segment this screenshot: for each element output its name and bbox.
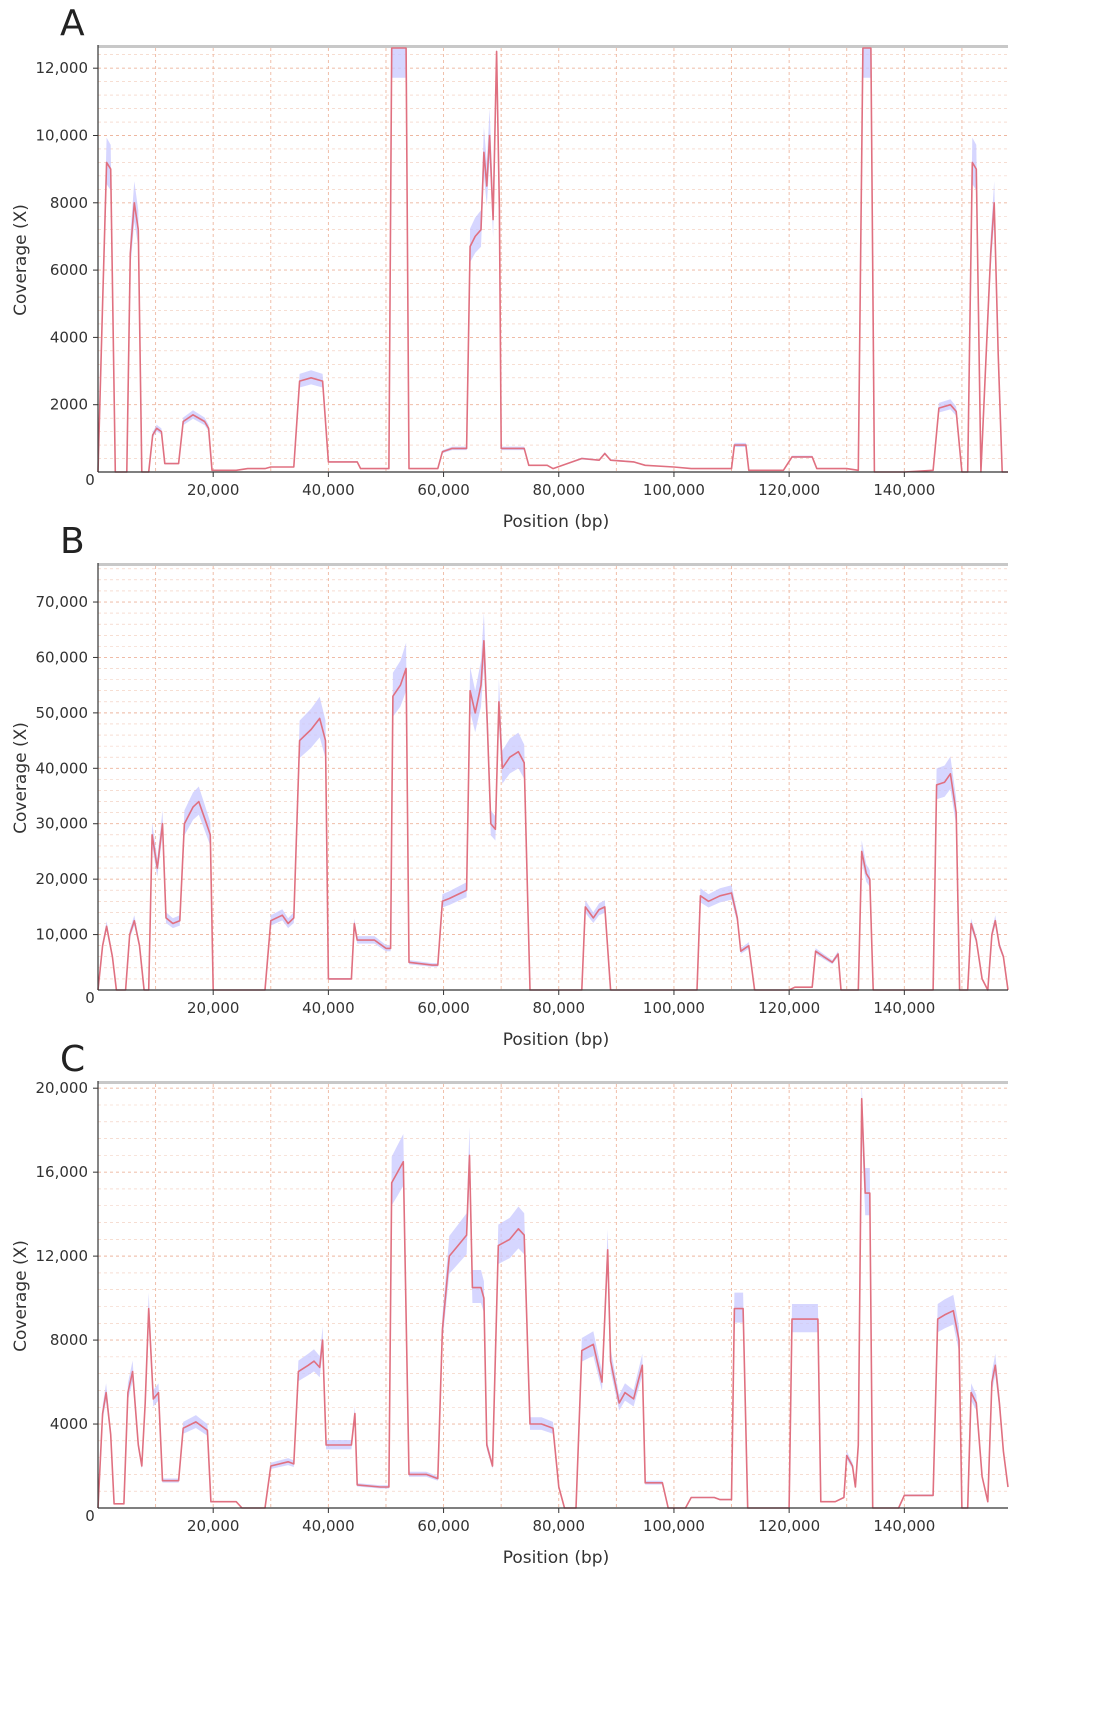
x-tick-label: 0 — [85, 989, 95, 1007]
y-tick-label: 50,000 — [36, 704, 89, 722]
y-tick-label: 10,000 — [36, 126, 89, 144]
x-tick-label: 20,000 — [187, 1517, 240, 1535]
x-tick-label: 140,000 — [873, 999, 935, 1017]
x-tick-label: 100,000 — [643, 999, 705, 1017]
x-tick-label: 60,000 — [417, 481, 470, 499]
x-axis-label: Position (bp) — [503, 512, 609, 532]
panel-label: C — [60, 1039, 86, 1080]
x-tick-label: 60,000 — [417, 999, 470, 1017]
coverage-line — [97, 47, 1008, 473]
y-tick-label: 60,000 — [36, 648, 89, 666]
x-tick-label: 40,000 — [302, 1517, 355, 1535]
x-axis-label: Position (bp) — [503, 1030, 609, 1050]
coverage-chart-c: 4000 8000 12,000 16,000 20,000 0 20,000 40,000 6… — [11, 1079, 1009, 1568]
y-tick-label: 6000 — [50, 261, 88, 279]
y-tick-label: 10,000 — [36, 926, 89, 944]
plot-top-border — [98, 1081, 1008, 1084]
panel-label: B — [60, 521, 85, 562]
x-tick-label: 20,000 — [187, 999, 240, 1017]
chart-panel-a: A 2000 4000 6000 8000 10,000 12,000 0 20,000 40,… — [0, 0, 1107, 540]
y-tick-label: 40,000 — [36, 759, 89, 777]
x-tick-label: 100,000 — [643, 481, 705, 499]
panel-label: A — [60, 3, 85, 44]
y-tick-label: 20,000 — [36, 870, 89, 888]
chart-panel-b: B 10,000 20,000 30,000 40,000 50,000 60,000 70… — [0, 518, 1107, 1058]
plot-top-border — [98, 45, 1008, 48]
coverage-chart-b: 10,000 20,000 30,000 40,000 50,000 60,000 70,0… — [11, 563, 1009, 1050]
y-axis-label: Coverage (X) — [11, 204, 31, 316]
y-tick-label: 8000 — [50, 194, 88, 212]
y-tick-label: 70,000 — [36, 593, 89, 611]
x-axis-label: Position (bp) — [503, 1548, 609, 1568]
y-axis-label: Coverage (X) — [11, 1240, 31, 1352]
y-tick-label: 12,000 — [36, 59, 89, 77]
coverage-chart-a: 2000 4000 6000 8000 10,000 12,000 0 20,000 40,00… — [11, 45, 1008, 532]
y-tick-label: 12,000 — [36, 1247, 89, 1265]
x-tick-label: 120,000 — [758, 999, 820, 1017]
coverage-line — [97, 1097, 1009, 1509]
y-tick-label: 4000 — [50, 328, 88, 346]
y-tick-label: 16,000 — [36, 1163, 89, 1181]
x-tick-label: 140,000 — [873, 481, 935, 499]
y-tick-label: 4000 — [50, 1415, 88, 1433]
x-tick-label: 140,000 — [873, 1517, 935, 1535]
x-tick-label: 100,000 — [643, 1517, 705, 1535]
x-tick-label: 120,000 — [758, 1517, 820, 1535]
y-tick-label: 20,000 — [36, 1079, 89, 1097]
x-tick-label: 120,000 — [758, 481, 820, 499]
x-tick-label: 20,000 — [187, 481, 240, 499]
y-tick-label: 8000 — [50, 1331, 88, 1349]
y-axis-label: Coverage (X) — [11, 722, 31, 834]
plot-top-border — [98, 563, 1008, 566]
x-tick-label: 0 — [85, 1507, 95, 1525]
x-tick-label: 80,000 — [533, 1517, 586, 1535]
x-tick-label: 40,000 — [302, 999, 355, 1017]
x-tick-label: 0 — [85, 471, 95, 489]
coverage-band — [98, 1084, 1008, 1508]
y-tick-label: 30,000 — [36, 815, 89, 833]
chart-panel-c: C 4000 8000 12,000 16,000 20,000 0 20,000 40,00… — [0, 1036, 1107, 1576]
coverage-line — [97, 640, 1009, 991]
y-tick-label: 2000 — [50, 396, 88, 414]
x-tick-label: 40,000 — [302, 481, 355, 499]
x-tick-label: 60,000 — [417, 1517, 470, 1535]
x-tick-label: 80,000 — [533, 481, 586, 499]
x-tick-label: 80,000 — [533, 999, 586, 1017]
